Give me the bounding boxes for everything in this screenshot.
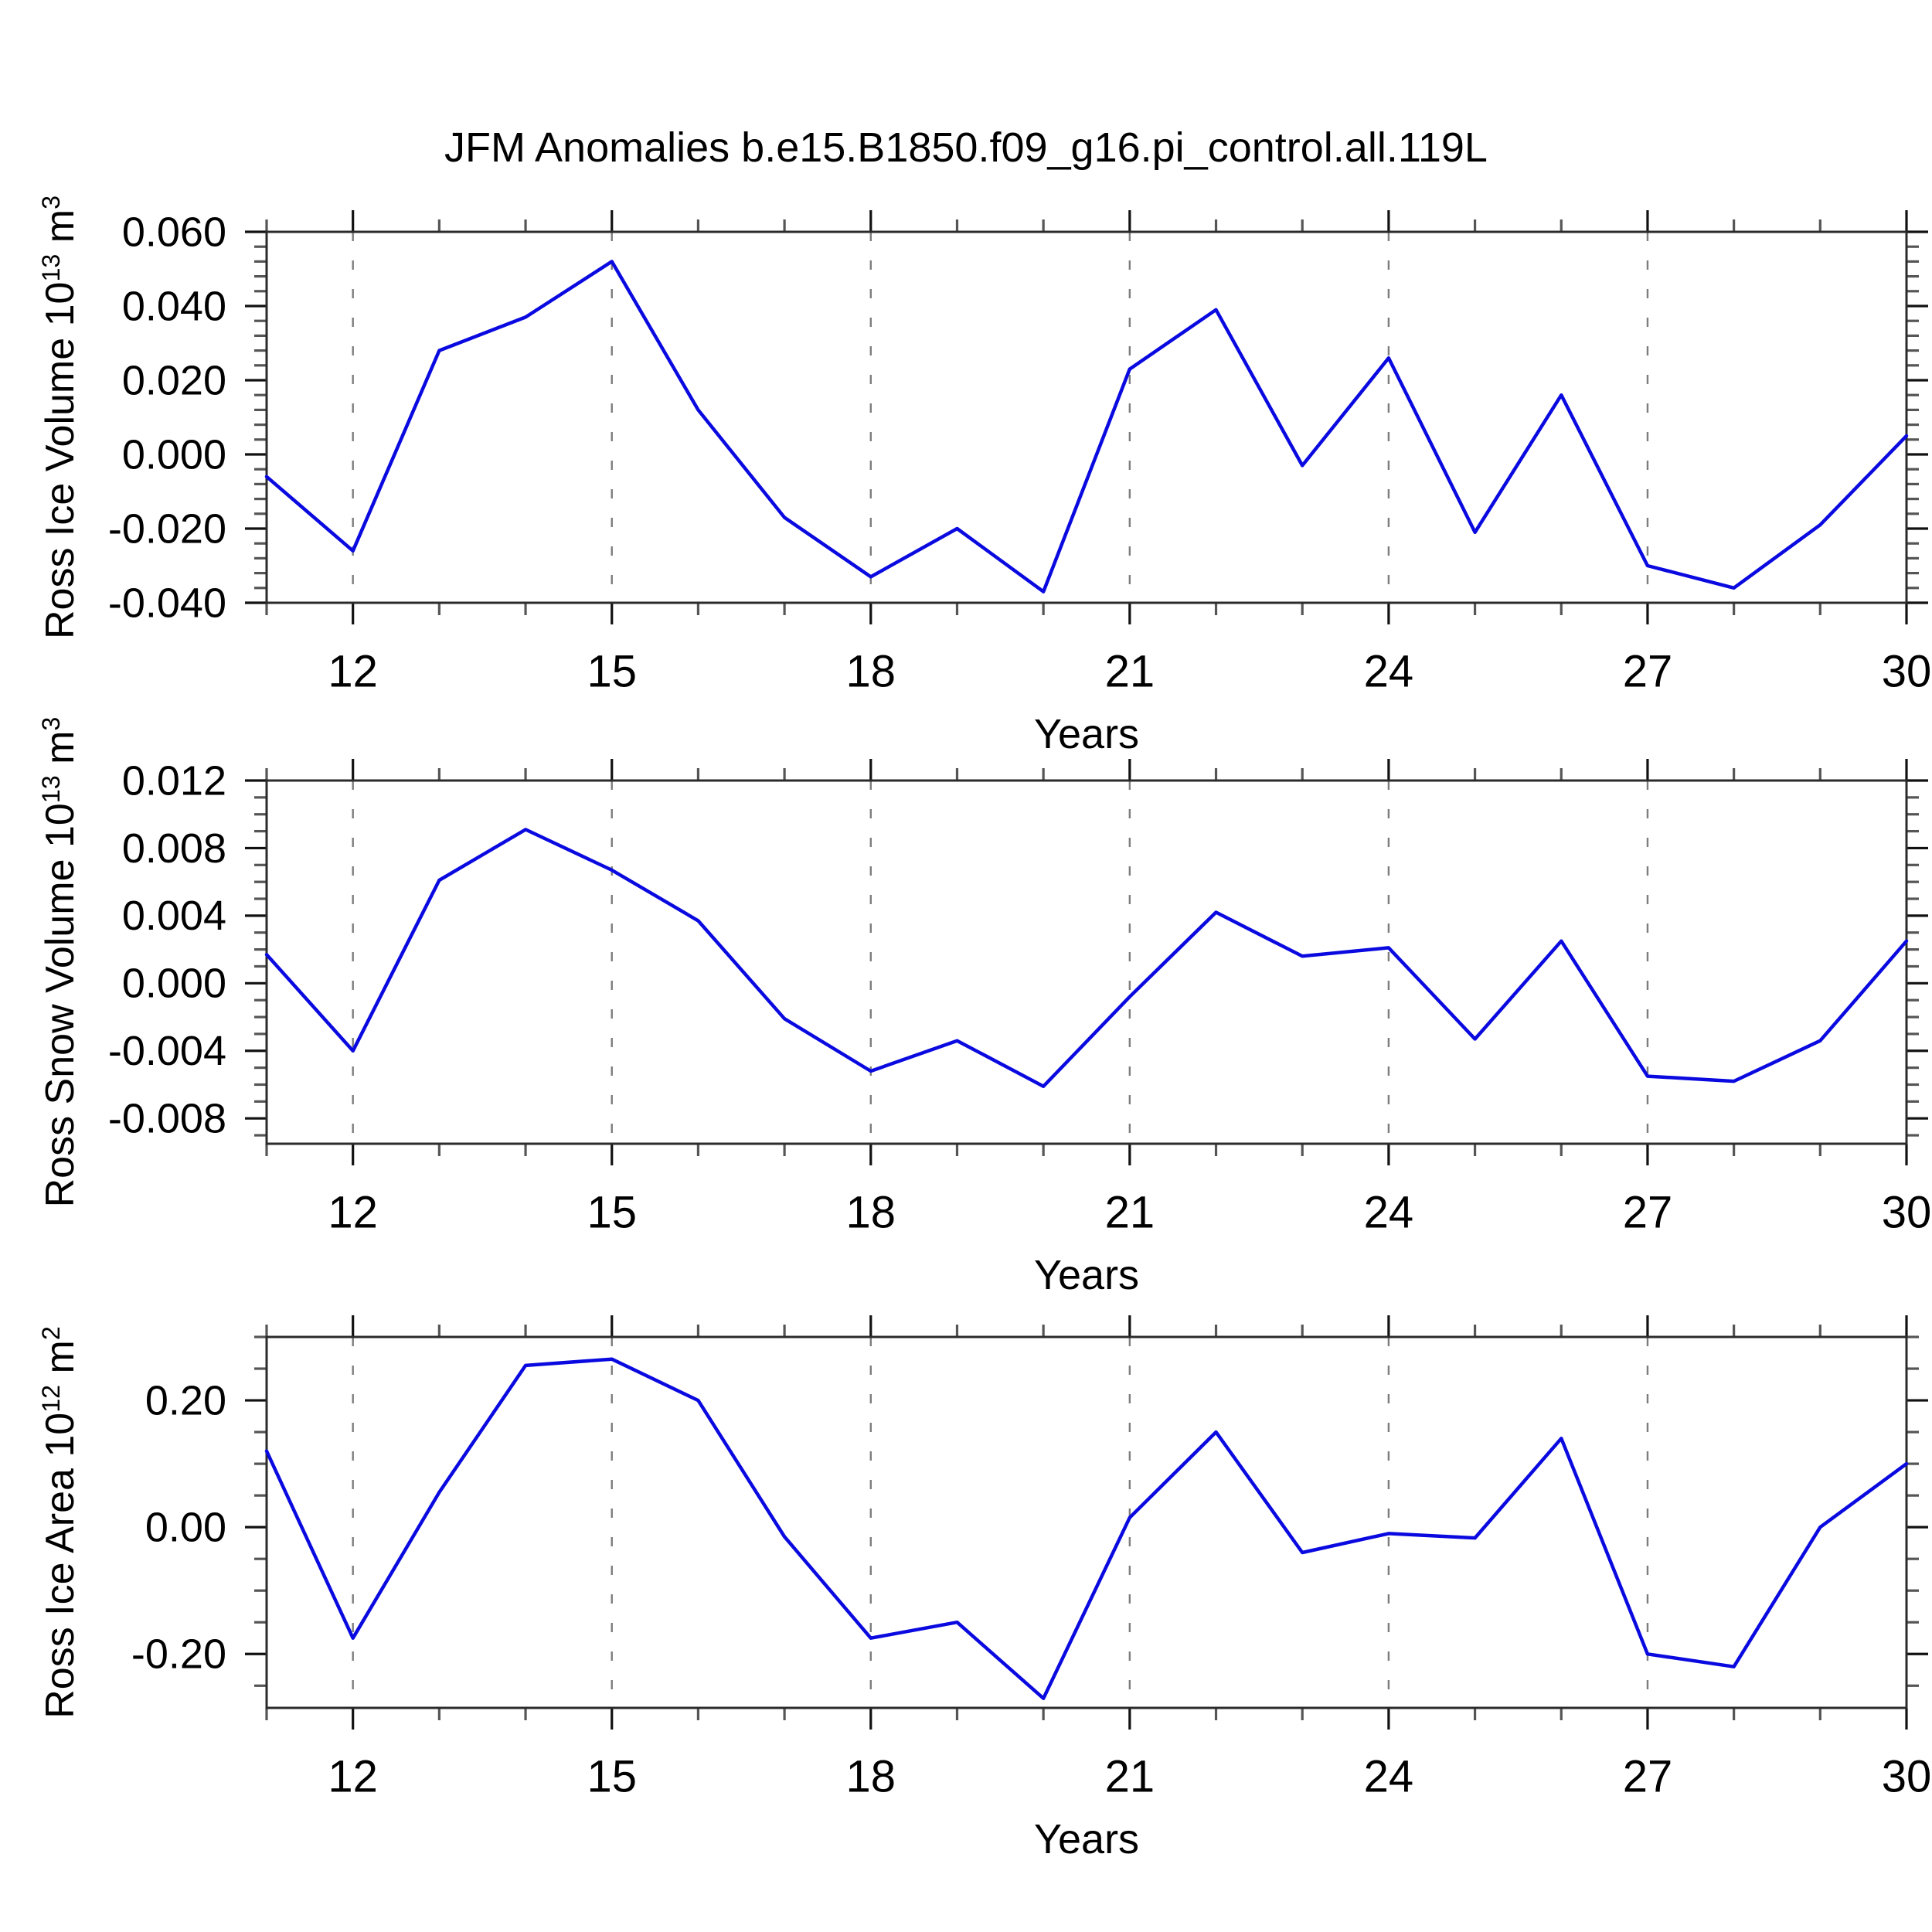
- y-tick-label: 0.008: [122, 825, 226, 872]
- x-tick-label: 12: [328, 1751, 378, 1801]
- x-tick-label: 15: [587, 1751, 637, 1801]
- y-tick-label: 0.000: [122, 961, 226, 1007]
- x-tick-label: 18: [846, 646, 896, 696]
- y-tick-label: -0.008: [108, 1096, 226, 1142]
- y-tick-label: 0.20: [145, 1377, 226, 1423]
- x-tick-label: 18: [846, 1187, 896, 1237]
- y-tick-label: 0.000: [122, 431, 226, 478]
- y-tick-label: 0.00: [145, 1505, 226, 1551]
- plot-frame-ross-ice-volume: [265, 230, 1908, 604]
- x-tick-label: 27: [1623, 1751, 1673, 1801]
- x-tick-label: 27: [1623, 646, 1673, 696]
- y-tick-label: 0.040: [122, 283, 226, 329]
- x-tick-label: 15: [587, 1187, 637, 1237]
- x-tick-label: 12: [328, 646, 378, 696]
- y-tick-label: -0.004: [108, 1028, 226, 1074]
- x-tick-label: 21: [1105, 1187, 1155, 1237]
- x-axis-title: Years: [1034, 1252, 1139, 1298]
- x-tick-label: 24: [1364, 1751, 1414, 1801]
- x-axis-title: Years: [1034, 1816, 1139, 1862]
- y-tick-label: -0.040: [108, 580, 226, 626]
- data-line-ross-snow-volume: [264, 828, 1909, 1088]
- x-tick-label: 18: [846, 1751, 896, 1801]
- chart-title: JFM Anomalies b.e15.B1850.f09_g16.pi_con…: [444, 124, 1488, 171]
- y-tick-label: 0.060: [122, 209, 226, 255]
- x-tick-label: 12: [328, 1187, 378, 1237]
- x-tick-label: 24: [1364, 646, 1414, 696]
- data-line-ross-ice-area: [264, 1357, 1909, 1700]
- y-tick-label: -0.20: [131, 1631, 226, 1678]
- x-tick-label: 15: [587, 646, 637, 696]
- x-tick-label: 30: [1882, 1751, 1932, 1801]
- data-line-ross-ice-volume: [264, 260, 1909, 594]
- y-tick-label: 0.012: [122, 757, 226, 804]
- plot-frame-ross-ice-area: [265, 1335, 1908, 1709]
- x-tick-label: 27: [1623, 1187, 1673, 1237]
- plot-frame-ross-snow-volume: [265, 779, 1908, 1145]
- x-tick-label: 21: [1105, 646, 1155, 696]
- x-tick-label: 30: [1882, 646, 1932, 696]
- x-tick-label: 24: [1364, 1187, 1414, 1237]
- x-tick-label: 21: [1105, 1751, 1155, 1801]
- x-axis-title: Years: [1034, 711, 1139, 757]
- x-tick-label: 30: [1882, 1187, 1932, 1237]
- y-tick-label: 0.004: [122, 893, 226, 939]
- y-tick-label: -0.020: [108, 505, 226, 552]
- y-tick-label: 0.020: [122, 357, 226, 403]
